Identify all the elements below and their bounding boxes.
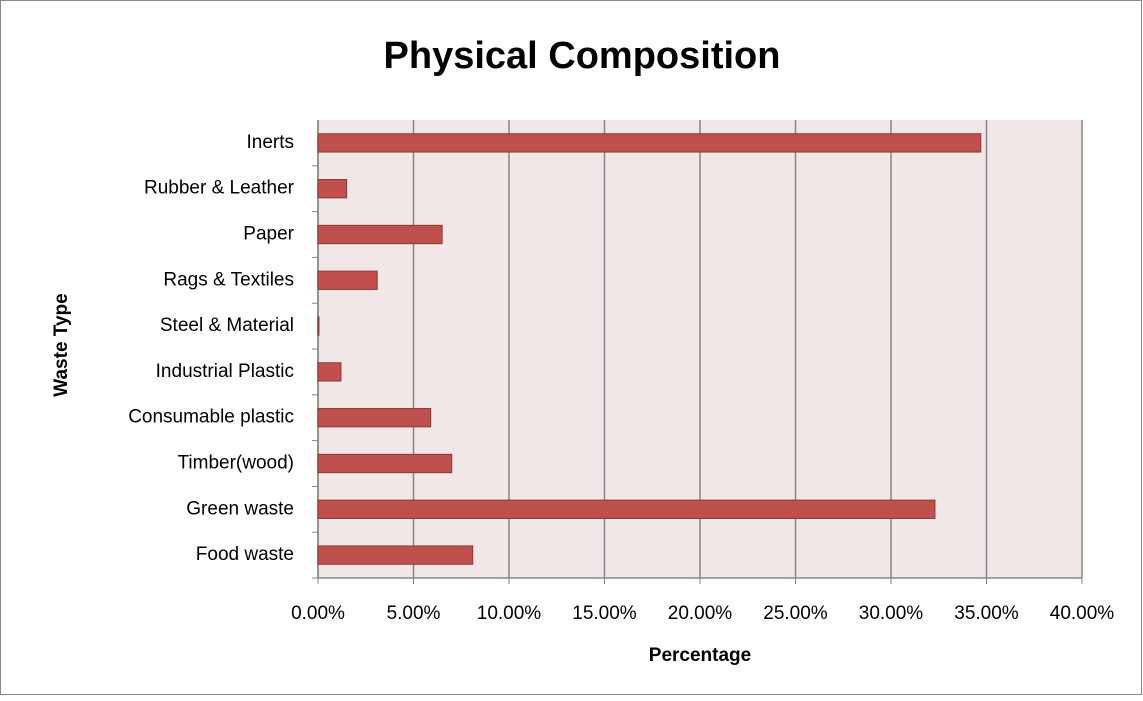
bar bbox=[317, 499, 936, 519]
y-tick-label: Rags & Textiles bbox=[163, 269, 294, 290]
x-tick-label: 35.00% bbox=[954, 603, 1019, 624]
bar bbox=[317, 453, 453, 474]
x-tick-label: 20.00% bbox=[668, 603, 733, 624]
x-tick-label: 15.00% bbox=[572, 603, 637, 624]
bar bbox=[317, 408, 432, 428]
y-tick-label: Inerts bbox=[246, 132, 294, 153]
y-tick-label: Industrial Plastic bbox=[156, 361, 294, 382]
x-tick-label: 10.00% bbox=[477, 603, 542, 624]
y-tick-label: Paper bbox=[243, 224, 294, 245]
bar bbox=[317, 179, 348, 199]
bar bbox=[317, 316, 320, 336]
y-axis-label: Waste Type bbox=[51, 293, 72, 396]
y-tick-label: Timber(wood) bbox=[178, 453, 295, 474]
x-axis-label: Percentage bbox=[649, 645, 751, 666]
x-tick-label: 30.00% bbox=[859, 603, 924, 624]
chart-title: Physical Composition bbox=[384, 35, 781, 77]
bar bbox=[317, 270, 378, 290]
bar bbox=[317, 133, 982, 153]
bar bbox=[317, 545, 474, 565]
y-tick-label: Steel & Material bbox=[160, 315, 294, 336]
x-tick-label: 40.00% bbox=[1050, 603, 1115, 624]
y-tick-label: Green waste bbox=[186, 498, 294, 519]
y-tick-label: Food waste bbox=[196, 544, 294, 565]
y-tick-label: Rubber & Leather bbox=[144, 178, 295, 199]
x-tick-label: 25.00% bbox=[763, 603, 828, 624]
bar bbox=[317, 224, 443, 245]
y-tick-label: Consumable plastic bbox=[128, 407, 294, 428]
x-tick-label: 0.00% bbox=[291, 603, 345, 624]
x-tick-label: 5.00% bbox=[387, 603, 441, 624]
bar bbox=[317, 362, 342, 382]
